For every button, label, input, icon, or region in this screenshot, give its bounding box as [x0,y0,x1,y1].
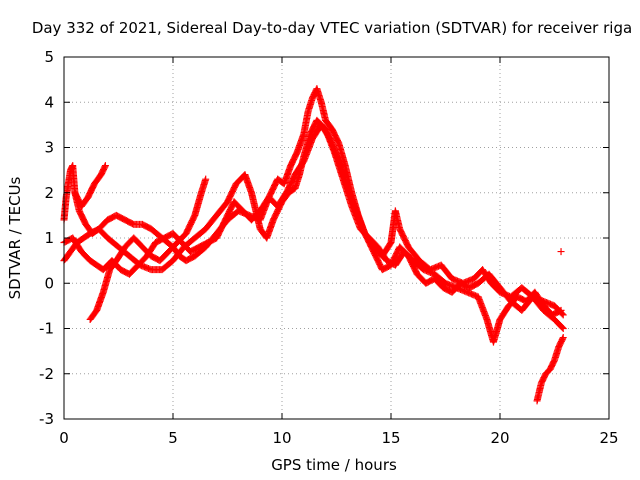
y-tick-label: -2 [39,365,54,383]
x-tick-label: 20 [490,429,509,447]
y-tick-label: -1 [39,320,54,338]
data-point-track-f [559,335,567,343]
data-point-track-d [202,175,210,183]
y-tick-label: 5 [44,48,54,66]
x-axis-label: GPS time / hours [271,456,397,474]
data-point-track-a [558,323,566,331]
data-point-track-e [101,162,109,170]
x-tick-label: 5 [168,429,178,447]
x-tick-label: 25 [599,429,618,447]
y-axis-label: SDTVAR / TECUs [6,176,24,299]
data-point-track-e [101,163,109,171]
y-tick-label: 0 [44,274,54,292]
x-tick-label: 0 [59,429,69,447]
y-tick-label: 3 [44,139,54,157]
x-tick-label: 10 [272,429,291,447]
chart-title: Day 332 of 2021, Sidereal Day-to-day VTE… [32,19,632,37]
x-tick-label: 15 [381,429,400,447]
y-tick-label: 1 [44,229,54,247]
data-point-track-f [559,334,567,342]
y-tick-label: 2 [44,184,54,202]
data-point-track-a [559,325,567,332]
y-tick-label: 4 [44,93,54,111]
data-point-track-c [558,310,566,318]
data-points [60,85,567,405]
data-point-track-c [559,311,567,319]
grid-lines [64,57,609,419]
axis-ticks: 0 5 10 15 20 25 -3 -2 -1 0 1 2 3 4 5 [39,48,619,447]
y-tick-label: -3 [39,410,54,428]
data-point-track-g [557,248,565,256]
